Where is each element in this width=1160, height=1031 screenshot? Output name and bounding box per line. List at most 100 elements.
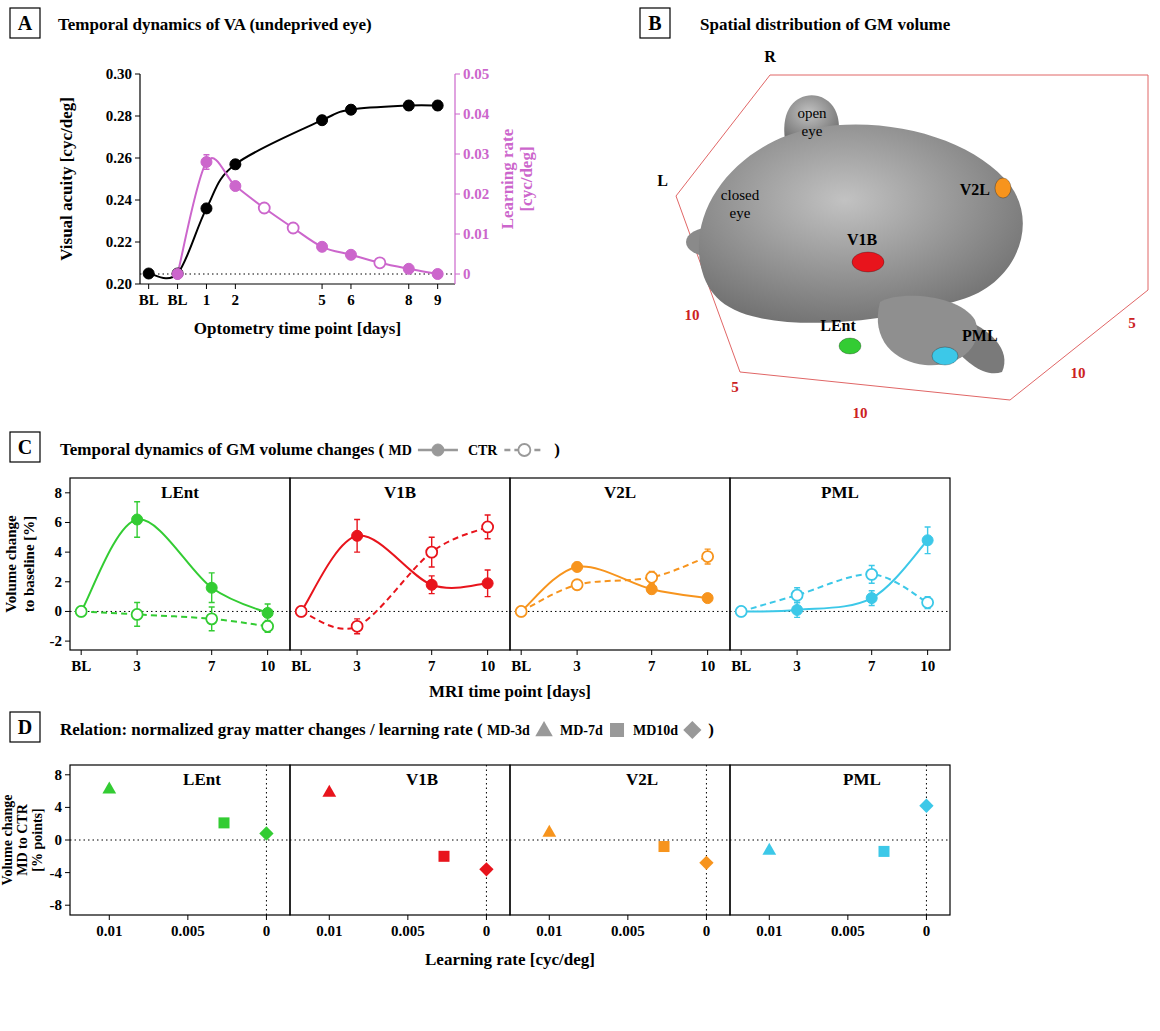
region-label: PML [962,327,998,344]
marker [646,584,657,595]
x-tick-label: 0 [923,923,931,939]
panel-region-title: LEnt [161,483,199,502]
marker [206,582,217,593]
x-tick [769,915,770,920]
marker [403,100,414,111]
marker [792,590,803,601]
markers [736,527,933,617]
series-line [149,105,438,278]
lines [149,105,438,278]
x-tick [266,915,267,920]
x-tick-label: 0 [483,923,491,939]
box-tick-label: 5 [731,379,739,395]
frame [510,765,730,915]
zero-line [290,611,510,612]
panel-letter-box [640,8,670,38]
y-tick [65,807,70,808]
x-tick [741,650,742,655]
marker [296,606,307,617]
legend-label: MD-3d [487,723,530,738]
marker [230,181,241,192]
plot-area [296,515,493,634]
marker [102,781,116,793]
marker [219,817,230,828]
x-tick-label: BL [731,658,751,674]
x-tick-label: 1 [203,292,211,308]
marker [403,263,414,274]
y2-tick-label: 0 [463,266,471,282]
panel-region-title: V2L [626,770,658,789]
y-tick [65,905,70,906]
y-tick-label: 2 [55,574,63,590]
box-edge [1010,290,1148,400]
x-tick-label: 0 [263,923,271,939]
marker [922,597,933,608]
chart-a: 0.200.220.240.260.280.3000.010.020.030.0… [57,66,536,338]
panel: 0.010.0050V2L [510,765,730,939]
marker [646,572,657,583]
y2-tick-label: 0.05 [463,66,489,82]
markers [296,515,493,634]
y-tick [65,492,70,493]
y-axis-title: to baseline [%] [21,516,37,613]
panel: BL3710PML [730,478,950,674]
x-tick [926,915,927,920]
lines [741,540,927,611]
y2-tick-label: 0.03 [463,146,489,162]
x-tick-label: 3 [353,658,361,674]
x-tick-label: 0.01 [756,923,782,939]
marker [172,269,183,280]
markers [76,502,273,632]
panel-region-title: LEnt [183,770,221,789]
y-tick-label: 0.26 [106,150,133,166]
region-label: LEnt [820,317,856,334]
frame [290,478,510,650]
panel-title: Spatial distribution of GM volume [700,15,951,34]
y-tick [65,552,70,553]
marker [736,606,747,617]
y-tick [135,284,140,285]
panel: -202468BL3710LEnt [50,478,291,674]
panel: 0.010.0050V1B [290,765,510,939]
x-tick [148,284,149,289]
marker [374,257,385,268]
x-tick [187,915,188,920]
lines [521,557,707,612]
x-tick-label: 10 [480,658,495,674]
x-tick-label: 0.01 [96,923,122,939]
y-tick-label: 6 [55,514,63,530]
y-tick [65,522,70,523]
x-tick [137,650,138,655]
marker [866,569,877,580]
zero-line [730,840,950,841]
marker [879,846,890,857]
legend-label: CTR [468,443,498,458]
marker [479,862,493,876]
y-tick-label: -4 [50,865,63,881]
y-tick [65,840,70,841]
y2-axis [454,74,455,284]
x-tick [177,284,178,289]
x-tick-label: 9 [434,292,442,308]
series-line [521,557,707,612]
box-tick-label: 10 [1071,365,1086,381]
y-axis-title: [% points] [30,808,45,871]
marker [439,851,450,862]
zero-line [290,840,510,841]
x-tick-label: 2 [232,292,240,308]
marker [518,444,530,456]
y2-axis-title: [cyc/deg] [517,146,536,211]
marker [76,606,87,617]
marker [762,843,776,855]
panel-title: Relation: normalized gray matter changes… [60,720,483,739]
marker [516,606,527,617]
x-tick [627,915,628,920]
x-axis-title: MRI time point [days] [429,682,591,701]
x-tick-label: BL [291,658,311,674]
x-tick [329,915,330,920]
panel-letter: B [648,12,661,34]
marker [432,444,444,456]
zero-line [926,765,927,915]
series-line [178,158,438,274]
marker [866,593,877,604]
